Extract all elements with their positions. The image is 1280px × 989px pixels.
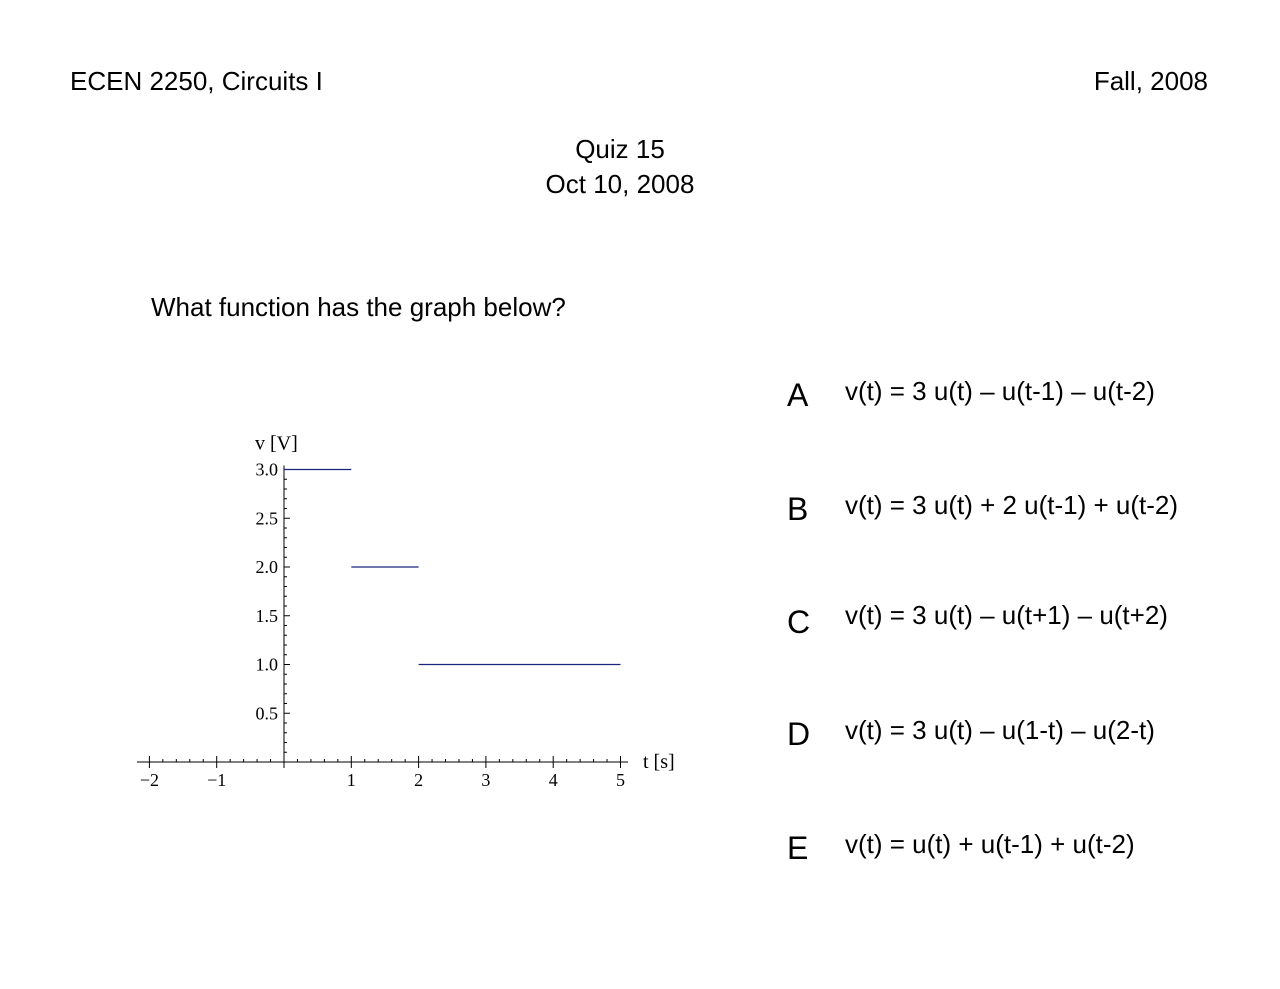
y-tick-label: 2.0 [256,557,279,577]
y-tick-label: 1.0 [256,655,279,675]
quiz-title: Quiz 15 [575,134,665,164]
quiz-date: Oct 10, 2008 [545,169,695,199]
y-tick-label: 0.5 [256,703,279,723]
x-tick-label: 3 [481,770,490,790]
y-tick-label: 1.5 [256,606,279,626]
choice-letter-c: C [787,604,811,640]
choice-text-a: v(t) = 3 u(t) – u(t-1) – u(t-2) [845,376,1155,406]
term-label: Fall, 2008 [1093,66,1208,96]
choice-text-b: v(t) = 3 u(t) + 2 u(t-1) + u(t-2) [845,490,1179,520]
choice-letter-d: D [787,716,811,752]
y-tick-label: 2.5 [256,508,279,528]
choice-letter-b: B [787,491,809,527]
choice-letter-e: E [787,830,809,866]
x-tick-label: 5 [616,770,625,790]
course-title: ECEN 2250, Circuits I [70,66,323,96]
x-tick-label: 1 [347,770,356,790]
step-function-graph: −2 −1 1 2 3 4 5 0.5 1.0 1.5 2.0 2.5 3.0 t [s] v [V] [137,433,675,790]
choice-letter-a: A [787,377,809,413]
x-tick-label: 2 [414,770,423,790]
y-tick-label: 3.0 [256,460,279,480]
question-text: What function has the graph below? [151,292,566,322]
y-axis-label: v [V] [255,433,298,455]
choice-text-c: v(t) = 3 u(t) – u(t+1) – u(t+2) [845,600,1168,630]
x-tick-label: −1 [207,770,226,790]
x-tick-label: 4 [549,770,558,790]
choice-text-d: v(t) = 3 u(t) – u(1-t) – u(2-t) [845,715,1155,745]
choice-text-e: v(t) = u(t) + u(t-1) + u(t-2) [845,829,1135,859]
x-axis-label: t [s] [643,751,675,773]
x-tick-label: −2 [140,770,159,790]
